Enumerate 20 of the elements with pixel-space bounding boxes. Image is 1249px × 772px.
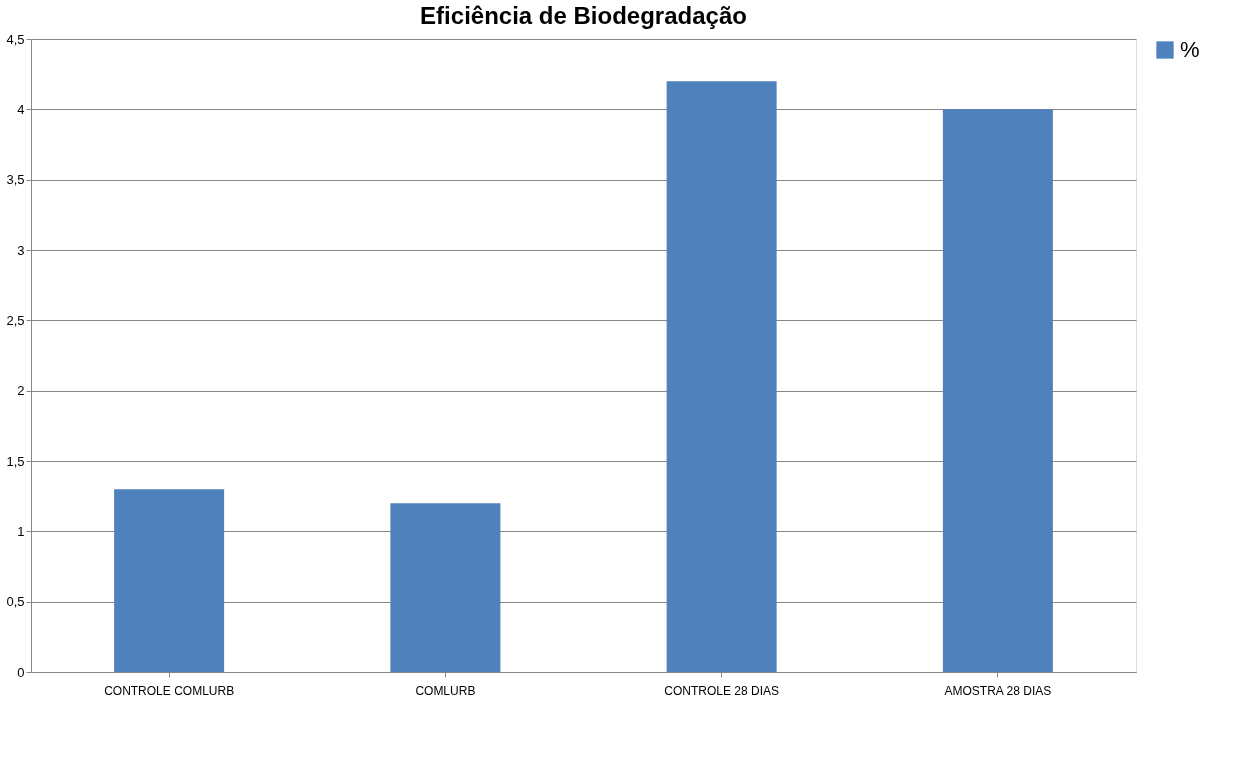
y-tick-label: 1 <box>17 523 25 539</box>
bar <box>390 503 501 672</box>
x-tick-label: CONTROLE 28 DIAS <box>664 683 779 698</box>
y-tick-label: 1,5 <box>6 453 25 469</box>
bar <box>114 489 225 672</box>
bar <box>942 109 1053 672</box>
y-tick-label: 3 <box>17 242 25 258</box>
x-tick-label: CONTROLE COMLURB <box>104 683 235 698</box>
chart-title: Eficiência de Biodegradação <box>420 2 747 29</box>
y-tick-label: 4,5 <box>6 31 25 47</box>
y-tick-label: 2,5 <box>6 312 25 328</box>
y-tick-label: 2 <box>17 383 25 399</box>
y-tick-label: 0 <box>17 664 25 680</box>
y-tick-label: 3,5 <box>6 172 25 188</box>
bar <box>666 81 777 672</box>
legend-label: % <box>1180 37 1200 62</box>
x-tick-label: COMLURB <box>415 683 476 698</box>
y-tick-label: 4 <box>17 101 25 117</box>
y-tick-label: 0,5 <box>6 594 25 610</box>
x-tick-label: AMOSTRA 28 DIAS <box>944 683 1052 698</box>
